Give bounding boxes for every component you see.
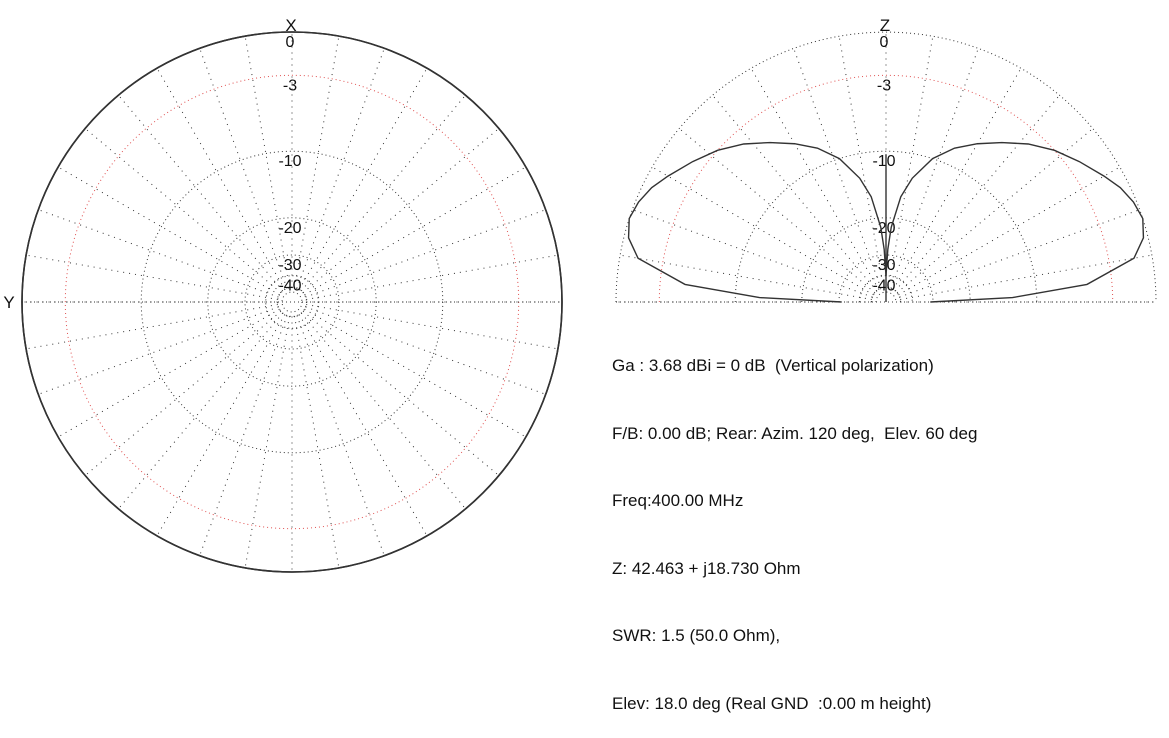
- grid-spoke: [118, 94, 284, 292]
- grid-spoke: [896, 128, 1094, 294]
- grid-spoke: [57, 308, 280, 438]
- grid-spoke: [304, 166, 527, 296]
- ring-label: -3: [283, 77, 297, 94]
- azimuth-polar-chart: 0 -3 -10 -20 -30 -40 X Y: [3, 16, 563, 573]
- grid-spoke: [244, 36, 290, 288]
- pattern-trace: [627, 141, 887, 303]
- impedance-readout: Z: 42.463 + j18.730 Ohm: [612, 558, 801, 578]
- grid-spoke: [296, 315, 385, 556]
- grid-spoke: [38, 209, 279, 298]
- grid-spoke: [620, 254, 872, 300]
- grid-spoke: [156, 314, 286, 537]
- grid-spoke: [26, 254, 278, 300]
- grid-spoke: [898, 166, 1121, 296]
- grid-ring: [734, 150, 1038, 303]
- grid-spoke: [300, 94, 466, 292]
- grid-spoke: [199, 48, 288, 289]
- axis-label-left: Y: [3, 293, 14, 312]
- grid-ring: [207, 217, 377, 387]
- grid-ring: [838, 254, 934, 303]
- grid-spoke: [892, 67, 1022, 290]
- grid-spoke: [294, 36, 340, 288]
- grid-spoke: [118, 312, 284, 510]
- grid-ring: [244, 254, 340, 350]
- grid-spoke: [244, 316, 290, 568]
- swr-readout: SWR: 1.5 (50.0 Ohm),: [612, 626, 781, 645]
- grid-spoke: [306, 304, 558, 350]
- antenna-info-panel: Ga : 3.68 dBi = 0 dB (Vertical polarizat…: [612, 310, 977, 738]
- ring-label: -10: [278, 153, 301, 170]
- grid-spoke: [888, 36, 934, 288]
- grid-spoke: [651, 166, 874, 296]
- grid-spoke: [57, 166, 280, 296]
- ring-label: 0: [286, 34, 295, 51]
- elevation-readout: Elev: 18.0 deg (Real GND :0.00 m height): [612, 693, 932, 713]
- ring-label: -40: [872, 278, 895, 295]
- grid-spoke: [302, 128, 500, 294]
- grid-spoke: [300, 312, 466, 510]
- grid-spoke: [305, 306, 546, 395]
- ring-label: -30: [278, 257, 301, 274]
- ring-label: -20: [278, 220, 301, 237]
- grid-spoke: [26, 304, 278, 350]
- grid-spoke: [84, 310, 282, 476]
- grid-spoke: [750, 67, 880, 290]
- front-back-readout: F/B: 0.00 dB; Rear: Azim. 120 deg, Elev.…: [612, 423, 978, 443]
- grid-spoke: [306, 254, 558, 300]
- grid-spoke: [899, 209, 1140, 298]
- ring-label: 0: [880, 34, 889, 51]
- grid-spoke: [894, 94, 1060, 292]
- frequency-readout: Freq:400.00 MHz: [612, 491, 744, 510]
- gain-readout: Ga : 3.68 dBi = 0 dB (Vertical polarizat…: [612, 356, 934, 375]
- grid-spoke: [298, 314, 428, 537]
- grid-spoke: [298, 67, 428, 290]
- grid-spoke: [890, 48, 979, 289]
- grid-spoke: [305, 209, 546, 298]
- grid-spoke: [712, 94, 878, 292]
- ring-label: -40: [278, 278, 301, 295]
- pattern-trace: [885, 141, 1145, 303]
- grid-spoke: [632, 209, 873, 298]
- ring-label: -3: [877, 77, 891, 94]
- elevation-polar-chart: 0-3-10-20-30-40ZX: [615, 16, 1157, 303]
- grid-spoke: [294, 316, 340, 568]
- grid-spoke: [304, 308, 527, 438]
- grid-ring: [615, 31, 1157, 303]
- grid-spoke: [302, 310, 500, 476]
- grid-spoke: [156, 67, 286, 290]
- axis-label-top: Z: [880, 16, 890, 35]
- axis-label-top: X: [285, 16, 296, 35]
- grid-ring: [281, 291, 303, 313]
- grid-spoke: [84, 128, 282, 294]
- grid-spoke: [793, 48, 882, 289]
- ring-label: -10: [872, 153, 895, 170]
- grid-spoke: [38, 306, 279, 395]
- grid-spoke: [900, 254, 1152, 300]
- ring-label: -30: [872, 257, 895, 274]
- grid-spoke: [199, 315, 288, 556]
- grid-spoke: [838, 36, 884, 288]
- grid-spoke: [296, 48, 385, 289]
- pattern-trace: [21, 31, 563, 573]
- grid-spoke: [678, 128, 876, 294]
